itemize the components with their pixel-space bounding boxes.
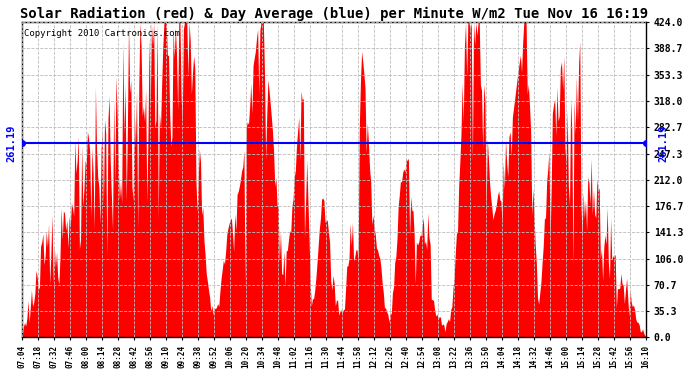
Text: Copyright 2010 Cartronics.com: Copyright 2010 Cartronics.com <box>23 28 179 38</box>
Text: 261.19: 261.19 <box>658 124 669 162</box>
Title: Solar Radiation (red) & Day Average (blue) per Minute W/m2 Tue Nov 16 16:19: Solar Radiation (red) & Day Average (blu… <box>20 7 648 21</box>
Text: 261.19: 261.19 <box>6 124 16 162</box>
